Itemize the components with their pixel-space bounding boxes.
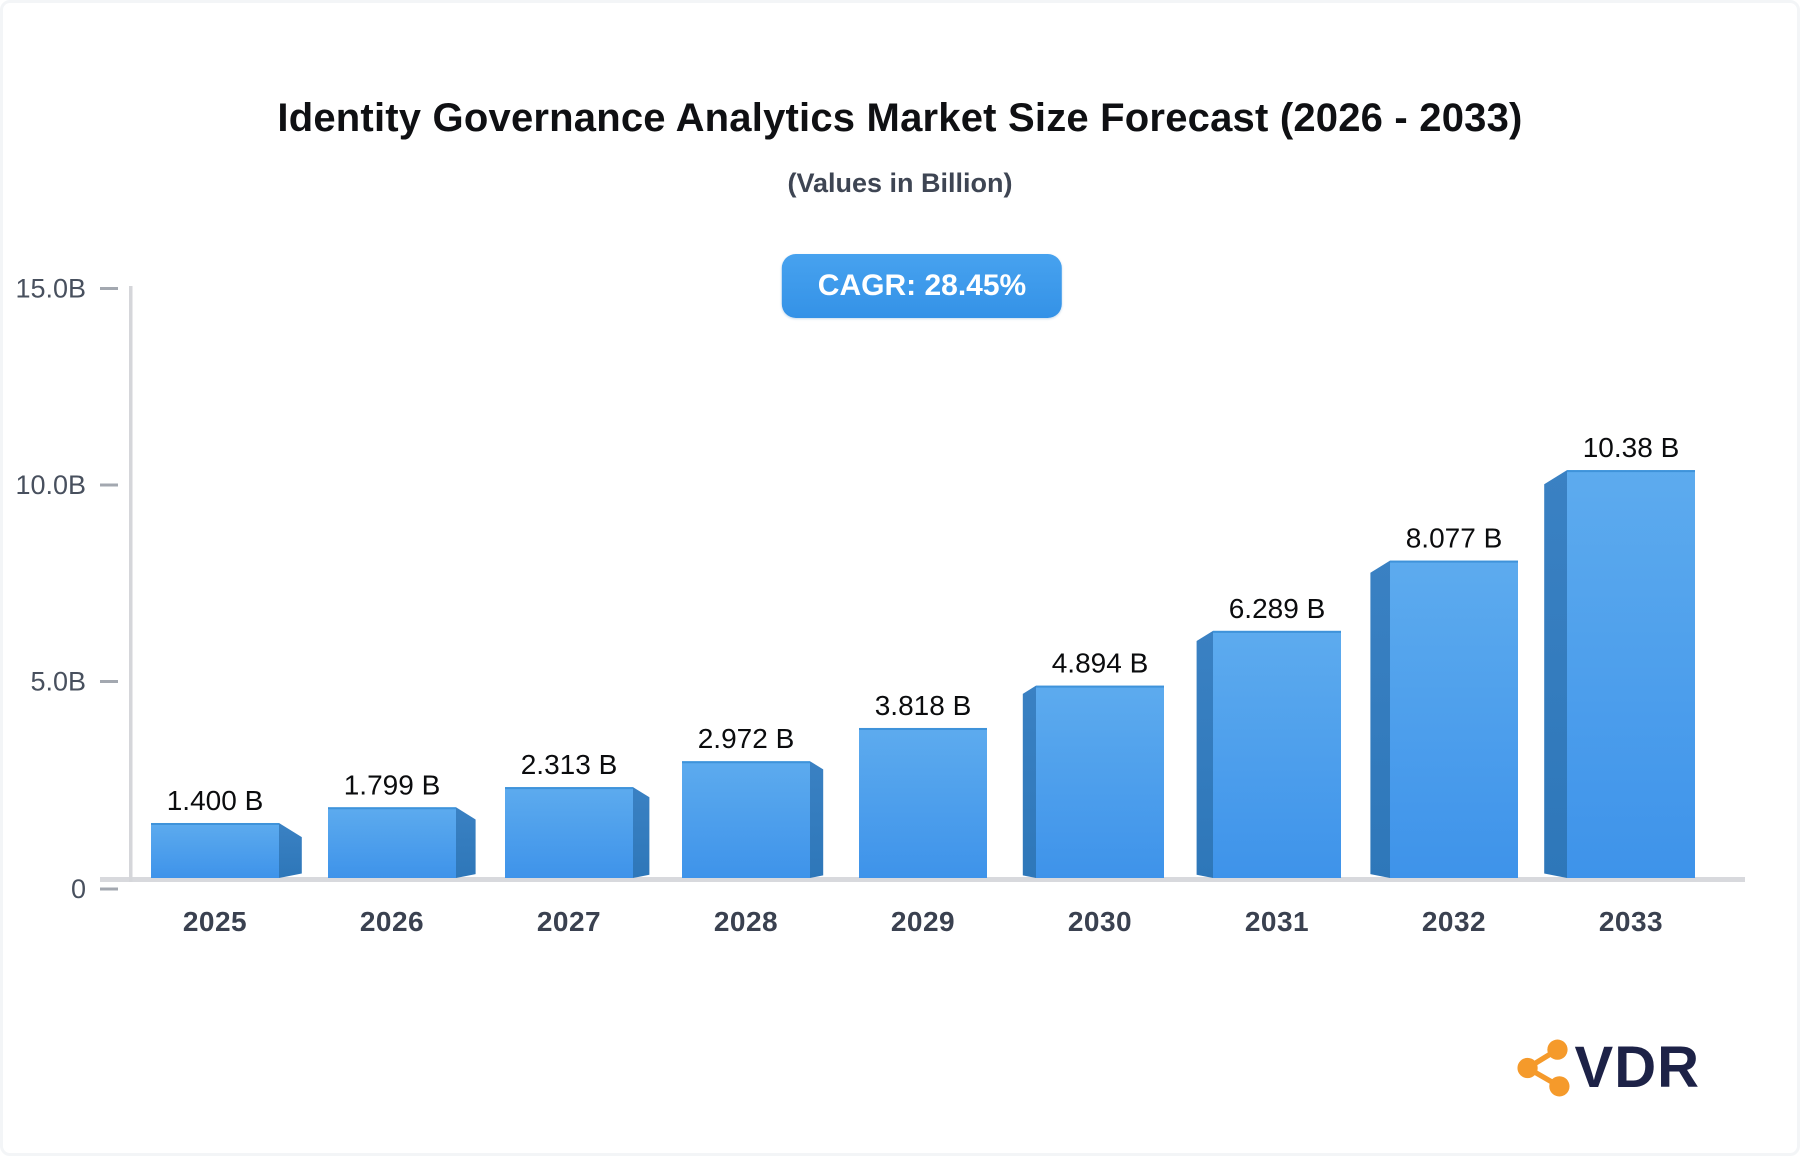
bar [859,727,987,878]
y-tick-mark [100,287,118,290]
x-category-label: 2029 [891,906,955,937]
y-tick-label: 0 [71,874,86,904]
bar [328,807,456,878]
bar-side-face [633,787,650,878]
bar-side-face [1196,630,1213,878]
cagr-badge-label: CAGR: 28.45% [817,269,1027,302]
x-category-label: 2030 [1068,906,1132,937]
bar [1213,630,1341,878]
x-category-label: 2031 [1245,906,1309,937]
x-category-label: 2027 [537,906,601,937]
y-tick-label: 15.0B [15,274,86,304]
bar [1036,685,1164,878]
bar-value-label: 1.799 B [344,769,441,800]
bar [151,822,279,878]
x-category-label: 2033 [1599,906,1663,937]
bar-value-label: 1.400 B [167,785,264,816]
bar-value-label: 8.077 B [1406,523,1503,554]
bar-side-face [810,761,824,878]
bar-value-label: 2.313 B [521,749,618,780]
x-baseline [100,877,1745,882]
y-tick-label: 10.0B [15,470,86,500]
chart-subtitle: (Values in Billion) [787,168,1013,198]
bar-side-face [1370,560,1390,878]
bar-value-label: 3.818 B [875,690,972,721]
x-category-label: 2028 [714,906,778,937]
y-tick-label: 5.0B [30,667,86,697]
y-tick-mark [100,887,118,891]
y-tick-mark [100,483,118,487]
bar-value-label: 2.972 B [698,723,795,754]
bar-side-face [1544,470,1567,878]
bar-side-face [456,807,476,878]
x-category-label: 2026 [360,906,424,937]
bar-side-face [279,822,302,878]
share-network-icon [1516,1039,1570,1097]
vdr-logo: VDR [1516,1038,1700,1098]
bar-value-label: 4.894 B [1052,648,1149,679]
chart-title: Identity Governance Analytics Market Siz… [277,96,1523,140]
y-tick-mark [100,680,118,683]
x-category-label: 2025 [183,906,247,937]
bar-side-face [1022,685,1036,878]
logo-text: VDR [1574,1035,1700,1100]
cagr-badge: CAGR: 28.45% [781,254,1063,318]
x-category-label: 2032 [1422,906,1486,937]
bar-value-label: 6.289 B [1229,593,1326,624]
bar [1567,470,1695,878]
bar [1390,560,1518,878]
bar [682,761,810,878]
bar [505,787,633,878]
y-axis-line [129,286,133,882]
bar-value-label: 10.38 B [1583,432,1680,463]
